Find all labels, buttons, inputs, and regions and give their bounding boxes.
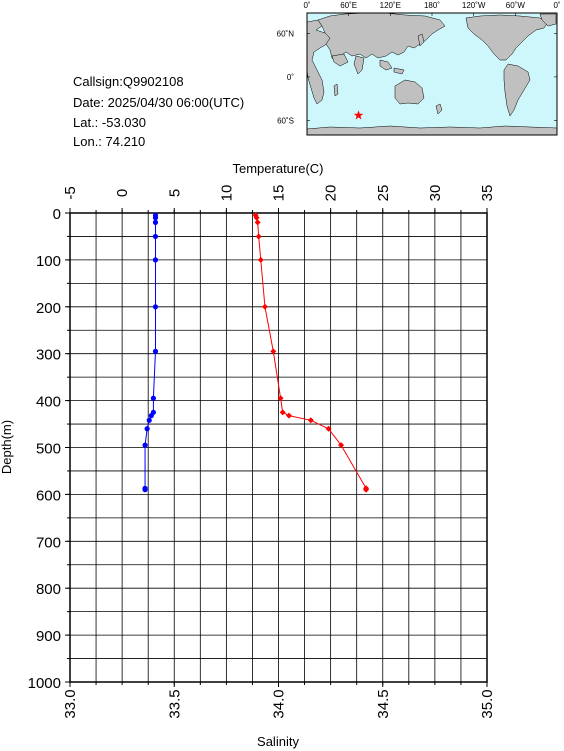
temperature-point	[338, 442, 345, 449]
salinity-axis-title: Salinity	[257, 734, 299, 749]
map-land	[307, 13, 557, 135]
depth-tick-label: 100	[36, 253, 61, 270]
salinity-point	[152, 304, 159, 310]
map-latitude-label: 60˚N	[277, 29, 295, 38]
map-longitude-label: 0˚	[553, 1, 560, 10]
profile-series	[142, 212, 370, 493]
salinity-point	[146, 417, 152, 423]
map-latitude-label: 60˚S	[277, 116, 294, 125]
map-latitude-labels: 60˚N 0˚ 60˚S	[277, 29, 557, 125]
depth-tick-label: 300	[36, 347, 61, 364]
map-longitude-label: 0˚	[303, 1, 310, 10]
temperature-point	[255, 233, 262, 240]
temperature-tick-label: 5	[166, 189, 183, 197]
profile-chart: -5 0 5 10 15 20 25 30 35 01002003004005006007008…	[0, 161, 496, 749]
float-position-star-icon	[353, 110, 364, 120]
depth-axis: 0 100 200 300 400 500 600 700 800 900 1000	[28, 206, 70, 692]
temperature-tick-label: 0	[114, 189, 131, 197]
depth-tick-label: 600	[36, 487, 61, 504]
temperature-point	[257, 256, 264, 263]
date-text: Date: 2025/04/30 06:00(UTC)	[73, 95, 244, 110]
temperature-point	[363, 486, 370, 493]
salinity-point	[152, 257, 159, 263]
temperature-axis: -5 0 5 10 15 20 25 30 35	[62, 185, 496, 213]
map-longitude-label: 120˚W	[462, 1, 486, 10]
salinity-tick-label: 35.0	[479, 689, 496, 718]
salinity-point	[152, 219, 159, 225]
map-longitude-label: 120˚E	[380, 1, 401, 10]
salinity-point	[148, 413, 154, 419]
salinity-point	[142, 487, 148, 493]
temperature-tick-label: 35	[479, 185, 496, 202]
location-map: 0˚ 60˚E 120˚E 180˚ 120˚W 60˚W 0˚ 60˚N 0˚ 60˚S	[277, 1, 561, 136]
salinity-axis: 33.0 33.5 34.0 34.5 35.0	[62, 682, 496, 719]
longitude-text: Lon.: 74.210	[73, 134, 145, 149]
temperature-tick-label: 30	[427, 185, 444, 202]
temperature-point	[254, 219, 261, 226]
salinity-tick-label: 34.5	[375, 689, 392, 718]
temperature-tick-label: 15	[271, 185, 288, 202]
temperature-point	[325, 425, 332, 432]
temperature-point	[261, 303, 268, 310]
salinity-tick-label: 34.0	[271, 689, 288, 718]
salinity-tick-label: 33.0	[62, 689, 79, 718]
depth-tick-label: 1000	[28, 675, 61, 692]
map-longitude-labels: 0˚ 60˚E 120˚E 180˚ 120˚W 60˚W 0˚	[303, 1, 561, 16]
depth-tick-label: 900	[36, 628, 61, 645]
depth-tick-label: 700	[36, 534, 61, 551]
temperature-point	[253, 214, 260, 221]
salinity-point	[150, 395, 156, 401]
temperature-tick-label: 20	[323, 185, 340, 202]
temperature-point	[307, 417, 314, 424]
depth-tick-label: 500	[36, 441, 61, 458]
temperature-tick-label: -5	[62, 186, 79, 199]
depth-tick-label: 200	[36, 300, 61, 317]
salinity-point	[152, 215, 159, 221]
callsign-text: Callsign:Q9902108	[73, 74, 184, 89]
temperature-tick-label: 25	[375, 185, 392, 202]
temperature-point	[277, 395, 284, 402]
map-latitude-label: 0˚	[287, 73, 294, 82]
plot-grid	[69, 212, 488, 683]
salinity-point	[152, 348, 159, 354]
salinity-point	[144, 426, 150, 432]
depth-tick-label: 0	[53, 206, 61, 223]
salinity-point	[152, 233, 159, 240]
salinity-tick-label: 33.5	[166, 689, 183, 718]
temperature-point	[285, 412, 292, 419]
depth-axis-title: Depth(m)	[0, 420, 14, 474]
map-longitude-label: 180˚	[424, 1, 440, 10]
temperature-point	[279, 409, 286, 416]
float-info: Callsign:Q9902108 Date: 2025/04/30 06:00…	[73, 74, 244, 149]
salinity-point	[142, 442, 148, 448]
temperature-tick-label: 10	[218, 185, 235, 202]
map-longitude-label: 60˚W	[506, 1, 526, 10]
depth-tick-label: 400	[36, 394, 61, 411]
map-longitude-label: 60˚E	[340, 1, 357, 10]
temperature-point	[270, 348, 277, 355]
temperature-axis-title: Temperature(C)	[232, 161, 323, 176]
depth-tick-label: 800	[36, 581, 61, 598]
latitude-text: Lat.: -53.030	[73, 115, 146, 130]
float-star-marker	[353, 110, 364, 120]
